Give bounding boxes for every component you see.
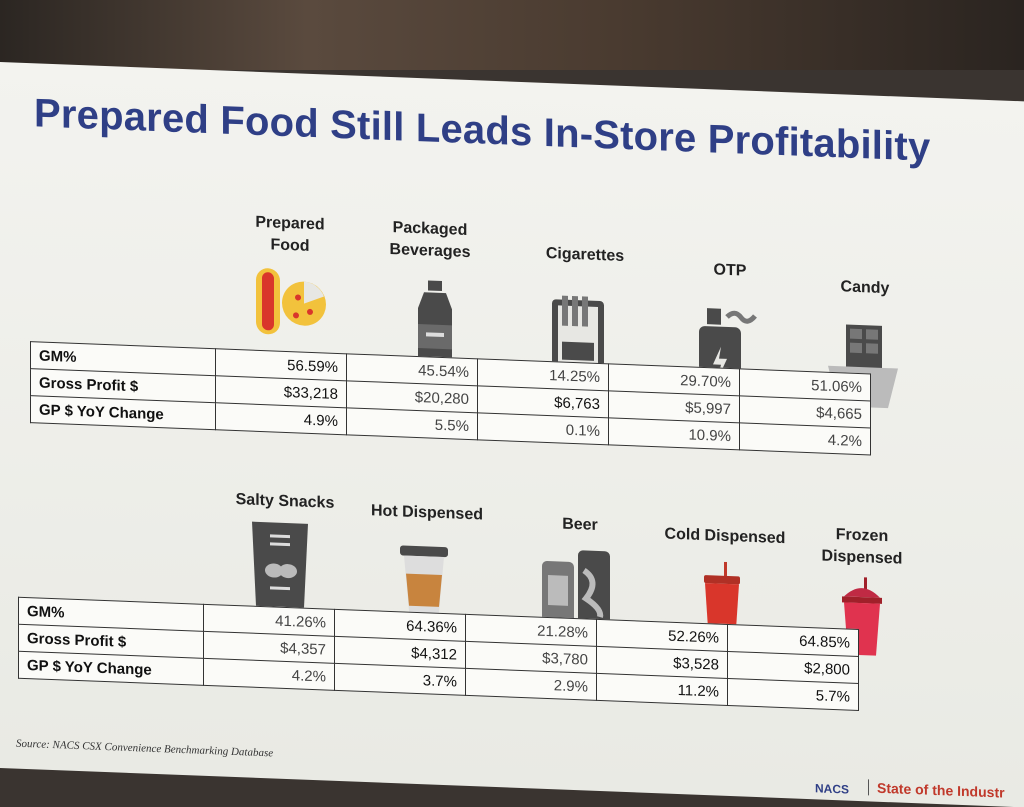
footer-section-title: State of the Industr [868,779,1005,801]
category-label-frozen-dispensed: Frozen Dispensed [821,526,903,568]
category-label-cold-dispensed: Cold Dispensed [664,525,786,548]
category-label-otp: OTP [713,261,747,280]
cell-value: 4.2% [203,658,335,691]
category-label-prepared-food: Prepared Food [255,213,325,255]
footer-brand: NACS [815,781,850,797]
cell-value: 5.5% [346,407,478,440]
cell-value: 5.7% [727,678,859,711]
bottle-icon [418,280,452,376]
source-note: Source: NACS CSX Convenience Benchmarkin… [16,737,274,760]
cell-value: 10.9% [608,417,740,450]
presentation-slide: Prepared Food Still Leads In-Store Profi… [0,62,1024,807]
beer-cans-icon [542,550,610,626]
category-label-beer: Beer [562,515,598,534]
hotdog-pizza-icon [256,268,326,335]
category-label-salty-snacks: Salty Snacks [235,491,335,512]
room-background [0,0,1024,70]
cigarette-pack-icon [552,295,604,374]
row-label-yoy-change: GP $ YoY Change [30,395,216,430]
category-label-candy: Candy [840,278,890,298]
cell-value: 4.2% [739,422,871,455]
cell-value: 2.9% [465,668,597,701]
chip-bag-icon [252,521,308,608]
cell-value: 4.9% [215,402,347,435]
category-label-cigarettes: Cigarettes [545,244,625,265]
row-label-yoy-change: GP $ YoY Change [18,651,204,686]
category-label-hot-dispensed: Hot Dispensed [370,502,483,524]
slide-title: Prepared Food Still Leads In-Store Profi… [34,91,931,170]
cell-value: 11.2% [596,673,728,706]
category-label-packaged-beverages: Packaged Beverages [389,219,471,262]
coffee-cup-icon [400,545,448,623]
cell-value: 3.7% [334,663,466,696]
cell-value: 0.1% [477,412,609,445]
